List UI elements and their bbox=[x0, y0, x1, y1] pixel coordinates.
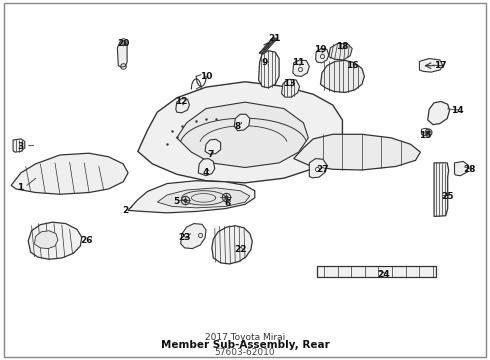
Polygon shape bbox=[205, 139, 220, 154]
Text: 26: 26 bbox=[80, 236, 93, 245]
Polygon shape bbox=[260, 38, 277, 54]
Polygon shape bbox=[198, 158, 215, 176]
Polygon shape bbox=[176, 99, 190, 113]
Text: 12: 12 bbox=[175, 97, 188, 106]
Text: 23: 23 bbox=[178, 233, 190, 242]
Text: 18: 18 bbox=[336, 41, 349, 50]
Text: 10: 10 bbox=[200, 72, 212, 81]
Text: 22: 22 bbox=[234, 245, 246, 254]
Polygon shape bbox=[28, 222, 82, 259]
Text: 15: 15 bbox=[419, 131, 432, 140]
Text: 25: 25 bbox=[441, 192, 453, 201]
Polygon shape bbox=[234, 114, 250, 131]
Text: 9: 9 bbox=[261, 58, 268, 67]
Polygon shape bbox=[157, 188, 250, 208]
Polygon shape bbox=[329, 44, 352, 60]
Polygon shape bbox=[212, 226, 252, 264]
Polygon shape bbox=[34, 231, 58, 249]
Text: 14: 14 bbox=[451, 106, 463, 115]
Polygon shape bbox=[13, 139, 25, 152]
Text: 3: 3 bbox=[18, 141, 24, 150]
Text: Member Sub-Assembly, Rear: Member Sub-Assembly, Rear bbox=[161, 340, 329, 350]
Text: 27: 27 bbox=[317, 165, 329, 174]
Text: 17: 17 bbox=[434, 61, 446, 70]
Text: 8: 8 bbox=[235, 122, 241, 131]
Polygon shape bbox=[419, 59, 443, 72]
Polygon shape bbox=[309, 158, 327, 178]
Text: 20: 20 bbox=[117, 39, 129, 48]
Text: 57603-62010: 57603-62010 bbox=[215, 348, 275, 357]
Polygon shape bbox=[138, 82, 343, 183]
Polygon shape bbox=[455, 161, 468, 176]
Polygon shape bbox=[282, 79, 299, 97]
Polygon shape bbox=[259, 51, 279, 88]
Text: 4: 4 bbox=[203, 168, 209, 177]
Text: 16: 16 bbox=[346, 61, 359, 70]
Text: 5: 5 bbox=[173, 197, 180, 206]
Polygon shape bbox=[11, 153, 128, 194]
Polygon shape bbox=[177, 102, 308, 167]
Polygon shape bbox=[434, 163, 449, 216]
Polygon shape bbox=[317, 266, 436, 277]
Polygon shape bbox=[128, 181, 255, 213]
Text: 19: 19 bbox=[314, 45, 327, 54]
Text: 13: 13 bbox=[283, 79, 295, 88]
Text: 7: 7 bbox=[208, 150, 214, 159]
Polygon shape bbox=[181, 224, 206, 249]
Text: 11: 11 bbox=[293, 58, 305, 67]
Polygon shape bbox=[320, 60, 365, 93]
Text: 1: 1 bbox=[17, 183, 23, 192]
Text: 2017 Toyota Mirai: 2017 Toyota Mirai bbox=[205, 333, 285, 342]
Polygon shape bbox=[428, 102, 450, 125]
Text: 21: 21 bbox=[268, 35, 280, 44]
Text: 2: 2 bbox=[122, 206, 129, 215]
Polygon shape bbox=[316, 49, 329, 63]
Polygon shape bbox=[293, 60, 309, 76]
Polygon shape bbox=[294, 134, 420, 170]
Polygon shape bbox=[117, 41, 127, 67]
Text: 6: 6 bbox=[225, 199, 231, 208]
Text: 28: 28 bbox=[463, 165, 475, 174]
Text: 24: 24 bbox=[378, 270, 390, 279]
